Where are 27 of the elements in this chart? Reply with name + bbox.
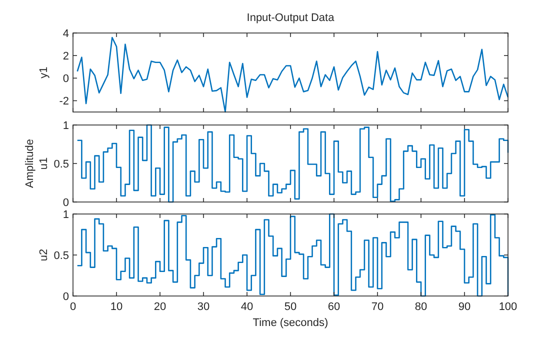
x-tick-label: 40 bbox=[240, 301, 254, 313]
line-series bbox=[76, 36, 509, 113]
x-tick-label: 100 bbox=[498, 301, 518, 313]
x-tick-label: 60 bbox=[328, 301, 340, 313]
y-tick-label: 0 bbox=[62, 73, 69, 86]
y-tick-label: -2 bbox=[59, 96, 69, 108]
x-tick-label: 10 bbox=[110, 301, 123, 313]
y-tick-label: 4 bbox=[62, 28, 69, 40]
y-tick-label: 2 bbox=[62, 50, 69, 63]
x-axis-title: Time (seconds) bbox=[252, 317, 328, 329]
x-tick-label: 50 bbox=[284, 301, 297, 313]
x-tick-label: 70 bbox=[371, 301, 384, 313]
y-tick-label: 0.5 bbox=[54, 158, 69, 170]
x-tick-label: 80 bbox=[414, 301, 428, 313]
y-tick-label: 0 bbox=[62, 197, 69, 209]
x-tick-label: 20 bbox=[154, 301, 166, 313]
y-tick-label: 1 bbox=[62, 120, 69, 132]
chart-title: Input-Output Data bbox=[246, 12, 336, 24]
y-axis-title: y1 bbox=[38, 66, 50, 78]
y-tick-label: 0 bbox=[62, 291, 69, 303]
y-tick-label: 1 bbox=[62, 209, 69, 221]
x-tick-label: 30 bbox=[197, 301, 210, 313]
y-axis-title: u1 bbox=[38, 157, 50, 170]
y-tick-label: 0.5 bbox=[54, 250, 69, 262]
x-tick-label: 90 bbox=[458, 301, 471, 313]
text: Amplitude bbox=[24, 139, 36, 188]
y-axis-title: u2 bbox=[38, 248, 50, 262]
